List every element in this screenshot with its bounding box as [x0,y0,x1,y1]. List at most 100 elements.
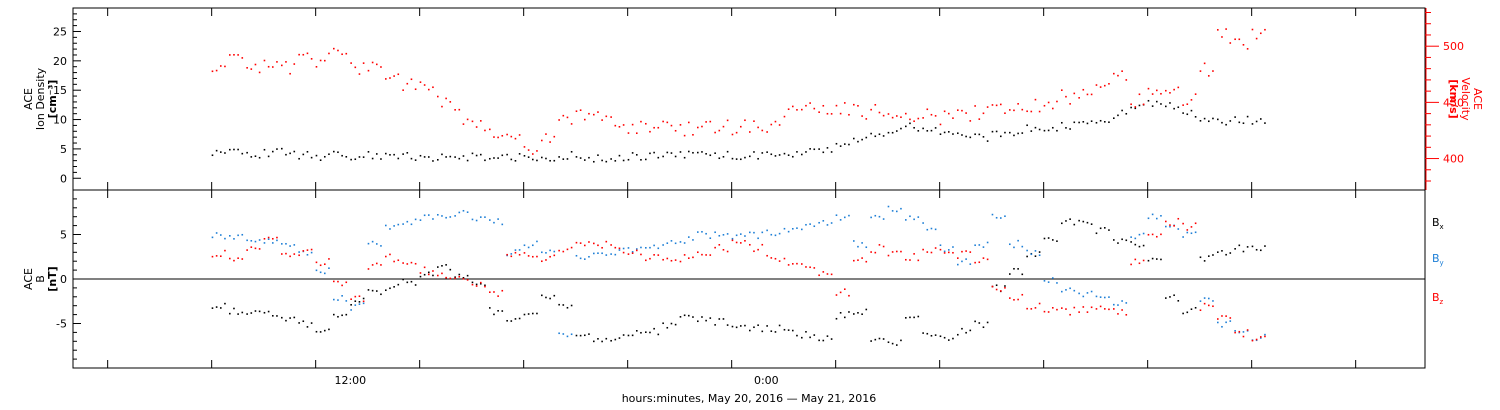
data-point [961,109,963,112]
data-point [437,95,439,98]
data-point [947,112,950,115]
data-point [670,124,673,127]
data-point [952,117,954,119]
data-point [1147,99,1150,102]
data-point [995,288,998,291]
data-point [597,252,599,254]
data-point [818,221,820,224]
data-point [501,289,504,292]
data-point [458,275,461,278]
data-point [523,252,526,254]
data-point [1203,260,1206,262]
data-point [466,274,469,277]
data-point [843,316,846,319]
data-point [549,141,551,143]
data-point [406,82,409,85]
data-point [657,254,660,256]
data-point [276,315,278,317]
data-point [805,266,807,268]
data-point [1234,116,1236,118]
data-point [518,153,521,155]
data-point [402,262,404,264]
data-point [770,123,773,126]
data-point [761,243,764,246]
data-point [527,313,530,315]
data-point [882,135,885,137]
data-point [328,267,330,269]
data-point [1207,75,1210,77]
legend: Bx By Bz [1432,216,1444,306]
data-point [839,145,842,147]
data-point [489,157,491,160]
data-point [362,156,365,158]
data-point [298,251,300,253]
data-point [705,254,707,256]
data-point [1103,296,1106,299]
data-point [1225,123,1227,126]
data-point [761,152,764,154]
data-point [475,285,478,287]
data-point [267,236,270,239]
data-point [536,240,538,243]
data-point [796,227,798,229]
data-point [1013,246,1015,249]
data-point [662,244,664,246]
data-point [254,247,257,250]
data-point [853,259,855,262]
data-point [848,214,850,217]
data-point [1160,258,1162,261]
density-tick-label: 20 [53,55,67,68]
data-point [670,259,673,262]
data-point [674,129,677,132]
data-point [670,240,673,242]
data-point [1190,109,1193,112]
data-point [1186,113,1189,116]
data-point [895,344,898,346]
data-point [362,62,365,64]
data-point [909,215,911,218]
data-point [731,325,734,328]
data-point [701,151,703,153]
data-point [237,313,239,315]
data-point [778,124,781,126]
data-point [536,150,538,152]
data-point [258,248,261,250]
data-point [848,113,850,116]
data-point [1203,302,1206,305]
data-point [1217,29,1219,31]
data-point [657,247,660,250]
data-point [215,149,218,152]
data-point [479,281,482,284]
data-point [1199,256,1202,259]
data-point [900,250,902,253]
data-point [909,122,911,125]
data-point [1078,97,1080,99]
data-point [479,153,482,156]
data-point [722,234,725,236]
data-point [809,102,811,104]
data-point [229,235,231,237]
data-point [905,219,907,221]
data-point [536,312,538,315]
data-point [887,254,890,257]
data-point [857,105,859,107]
data-point [930,334,933,337]
data-point [774,155,777,157]
data-point [1047,311,1050,313]
data-point [462,277,465,280]
data-point [1182,104,1184,106]
data-point [913,253,915,255]
top-panel-frame [72,7,1426,191]
data-point [995,104,998,107]
data-point [757,237,759,240]
data-point [263,238,266,240]
data-point [830,113,833,115]
data-point [697,151,699,154]
data-point [1199,300,1202,302]
density-tick-label: 15 [53,84,67,97]
data-point [1051,107,1054,110]
data-point [900,116,902,119]
data-point [601,246,603,249]
data-point [1108,229,1110,231]
data-point [267,155,270,158]
